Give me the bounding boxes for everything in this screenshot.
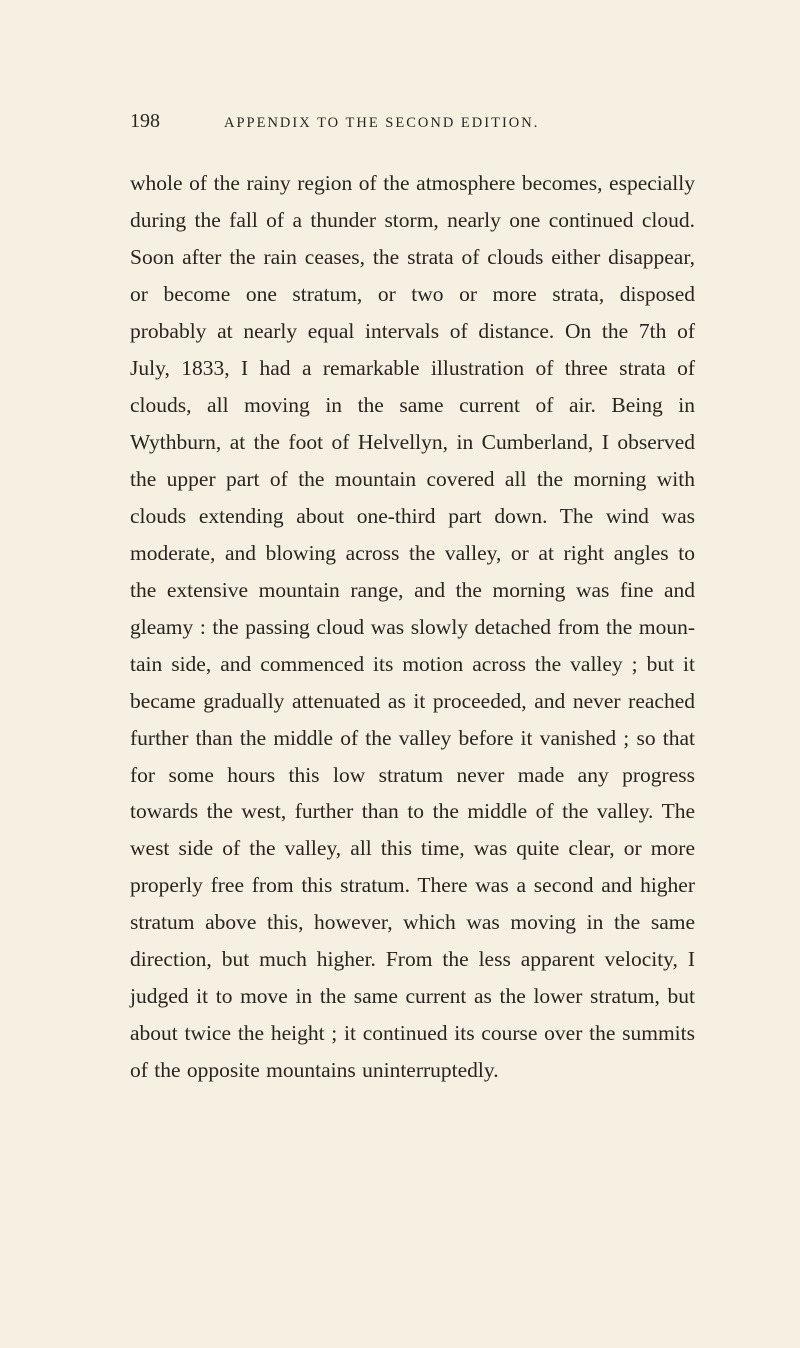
document-page: 198 APPENDIX TO THE SECOND EDITION. whol… [0, 0, 800, 1169]
chapter-title: APPENDIX TO THE SECOND EDITION. [224, 115, 539, 132]
page-number: 198 [130, 110, 160, 133]
body-text: whole of the rainy region of the atmosph… [130, 165, 695, 1089]
page-header: 198 APPENDIX TO THE SECOND EDITION. [130, 110, 695, 133]
